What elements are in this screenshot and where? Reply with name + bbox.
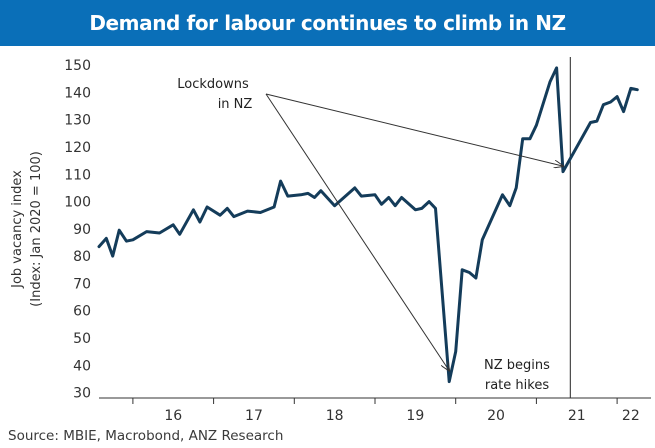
y-tick-label-30: 30	[73, 386, 91, 402]
annotation-rate-hikes-line-1: NZ begins	[484, 358, 550, 373]
y-axis-label-line-1: Job vacancy index	[10, 170, 25, 289]
y-tick-label-150: 150	[64, 58, 91, 74]
y-tick-label-100: 100	[64, 195, 91, 211]
x-tick-label-20: 20	[487, 408, 505, 424]
series-line-job-vacancy-index	[97, 66, 639, 384]
y-tick-label-80: 80	[73, 249, 91, 265]
y-tick-label-90: 90	[73, 222, 91, 238]
line-chart: Job vacancy index (Index: Jan 2020 = 100…	[10, 57, 651, 424]
x-tick-label-19: 19	[406, 408, 424, 424]
y-tick-label-70: 70	[73, 276, 91, 292]
y-tick-label-110: 110	[64, 167, 91, 183]
y-tick-label-60: 60	[73, 304, 91, 320]
y-tick-label-120: 120	[64, 140, 91, 156]
annotation-lockdowns-line-1: Lockdowns	[177, 77, 249, 92]
annotation-arrow-1	[265, 93, 449, 371]
annotation-arrow-2	[265, 93, 563, 166]
x-tick-label-17: 17	[245, 408, 263, 424]
x-tick-label-18: 18	[326, 408, 344, 424]
chart-title: Demand for labour continues to climb in …	[0, 0, 655, 46]
source-note: Source: MBIE, Macrobond, ANZ Research	[8, 428, 284, 444]
y-tick-label-130: 130	[64, 113, 91, 129]
x-tick-label-22: 22	[622, 408, 640, 424]
x-tick-label-16: 16	[164, 408, 182, 424]
y-tick-label-140: 140	[64, 85, 91, 101]
x-tick-label-21: 21	[568, 408, 586, 424]
y-axis-label-line-2: (Index: Jan 2020 = 100)	[29, 151, 44, 307]
annotation-lockdowns-line-2: in NZ	[218, 97, 253, 112]
y-tick-label-40: 40	[73, 358, 91, 374]
annotation-rate-hikes-line-2: rate hikes	[485, 378, 549, 393]
y-tick-label-50: 50	[73, 331, 91, 347]
